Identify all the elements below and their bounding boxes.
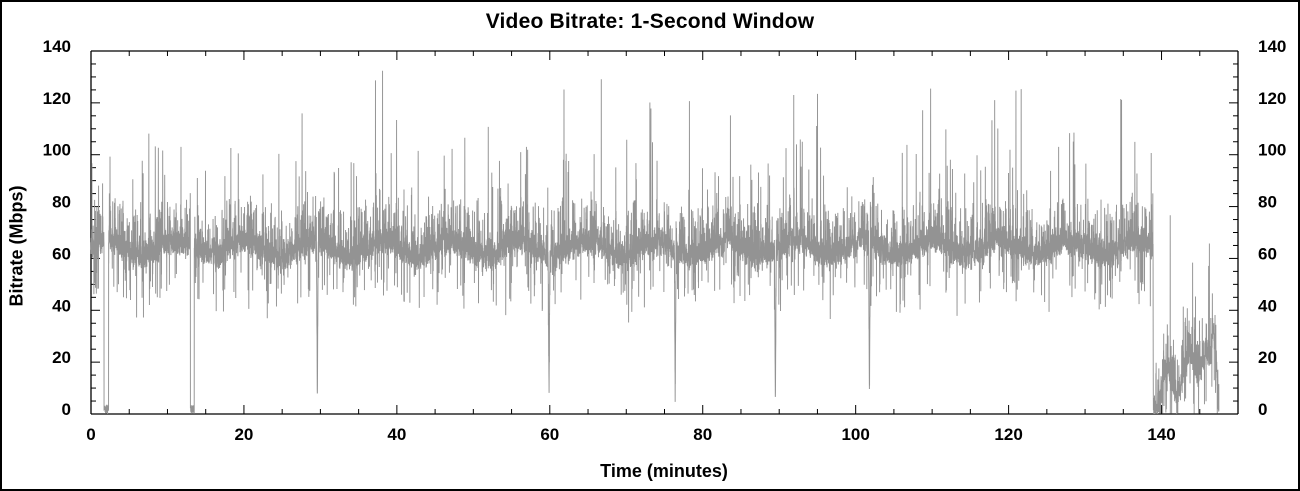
svg-text:40: 40 (387, 425, 406, 444)
svg-text:60: 60 (52, 244, 71, 263)
svg-text:0: 0 (62, 400, 71, 419)
svg-text:80: 80 (1258, 193, 1277, 212)
svg-text:140: 140 (43, 37, 71, 56)
svg-text:120: 120 (1258, 89, 1286, 108)
svg-text:100: 100 (1258, 141, 1286, 160)
svg-text:60: 60 (1258, 244, 1277, 263)
svg-text:40: 40 (52, 296, 71, 315)
svg-text:60: 60 (540, 425, 559, 444)
svg-text:120: 120 (43, 89, 71, 108)
svg-text:100: 100 (841, 425, 869, 444)
svg-text:20: 20 (1258, 348, 1277, 367)
svg-text:120: 120 (994, 425, 1022, 444)
svg-text:0: 0 (1258, 400, 1267, 419)
svg-text:0: 0 (86, 425, 95, 444)
svg-text:80: 80 (52, 193, 71, 212)
svg-text:80: 80 (693, 425, 712, 444)
svg-text:20: 20 (52, 348, 71, 367)
svg-text:100: 100 (43, 141, 71, 160)
svg-text:140: 140 (1147, 425, 1175, 444)
svg-text:140: 140 (1258, 37, 1286, 56)
svg-text:40: 40 (1258, 296, 1277, 315)
svg-text:20: 20 (234, 425, 253, 444)
